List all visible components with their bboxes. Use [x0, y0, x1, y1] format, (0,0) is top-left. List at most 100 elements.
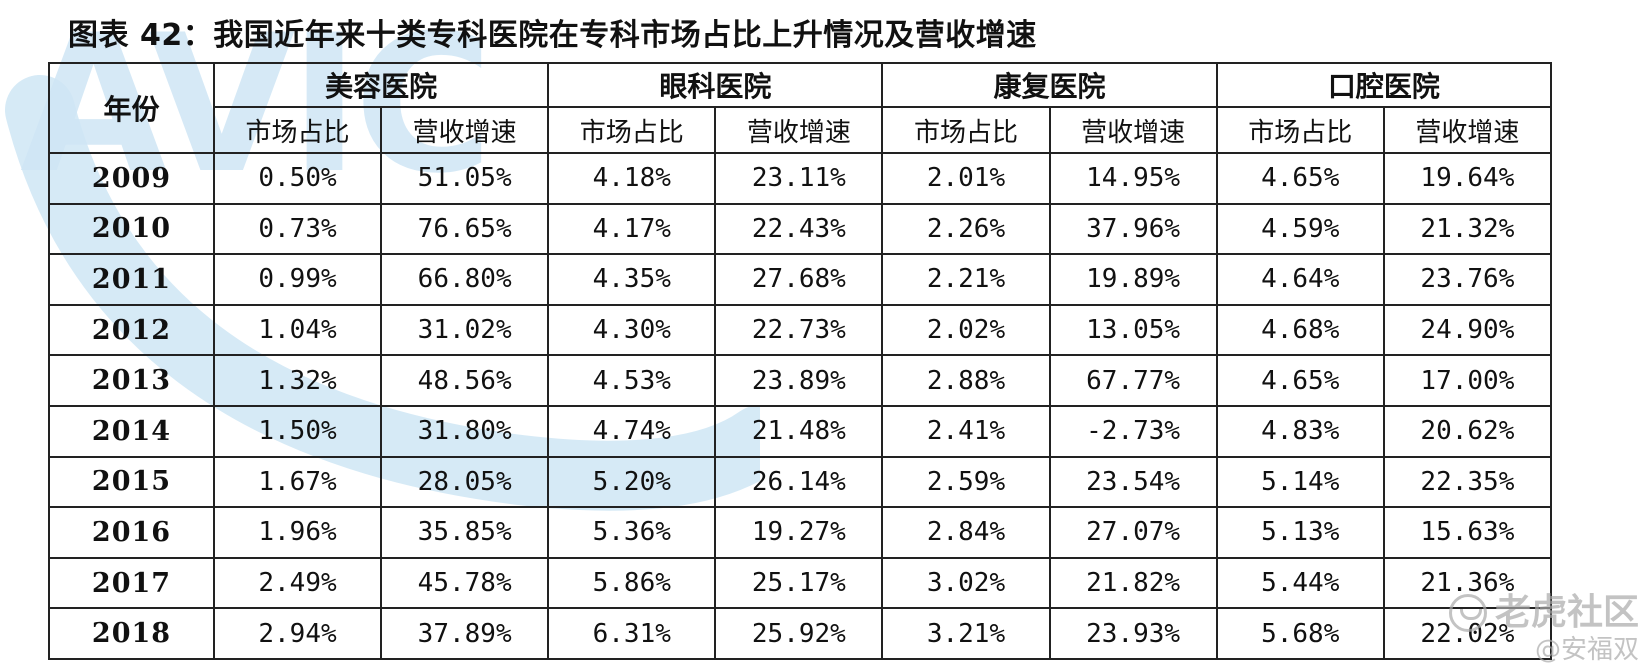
- table-row: 2009 0.50% 51.05% 4.18% 23.11% 2.01% 14.95% 4.6…: [48, 152, 1553, 205]
- market-share-cell: 2.21%: [881, 253, 1051, 306]
- sub-header-row: 市场占比 营收增速 市场占比 营收增速 市场占比 营收增速 市场占比 营收增速: [49, 106, 1553, 154]
- revenue-growth-cell: 67.77%: [1048, 354, 1218, 407]
- revenue-growth-cell: 28.05%: [380, 455, 550, 509]
- revenue-growth-cell: 21.36%: [1382, 556, 1553, 610]
- market-share-cell: 4.17%: [547, 202, 717, 256]
- market-share-cell: 5.13%: [1215, 506, 1385, 559]
- revenue-growth-cell: 19.27%: [714, 506, 884, 559]
- revenue-growth-cell: 76.65%: [380, 202, 550, 256]
- market-share-cell: 5.20%: [547, 455, 717, 509]
- table-body: 2009 0.50% 51.05% 4.18% 23.11% 2.01% 14.95% 4.6…: [48, 152, 1553, 660]
- market-share-cell: 5.36%: [547, 506, 717, 559]
- market-share-cell: 1.50%: [212, 404, 383, 458]
- group-header-rehab: 康复医院: [881, 62, 1218, 108]
- revenue-growth-cell: 21.32%: [1382, 202, 1553, 256]
- market-share-cell: 4.64%: [1215, 253, 1385, 306]
- table-row: 2014 1.50% 31.80% 4.74% 21.48% 2.41% -2.73% 4.8…: [48, 404, 1553, 458]
- market-share-cell: 1.32%: [212, 354, 383, 407]
- sub-header-share: 市场占比: [1215, 106, 1385, 154]
- market-share-cell: 0.99%: [212, 253, 383, 306]
- market-share-cell: 2.26%: [881, 202, 1051, 256]
- year-cell: 2016: [48, 506, 215, 559]
- revenue-growth-cell: 37.89%: [380, 607, 550, 660]
- market-share-cell: 5.68%: [1215, 607, 1385, 660]
- revenue-growth-cell: 15.63%: [1382, 506, 1553, 559]
- revenue-growth-cell: 24.90%: [1382, 303, 1553, 357]
- revenue-growth-cell: 23.89%: [714, 354, 884, 407]
- market-share-cell: 4.68%: [1215, 303, 1385, 357]
- market-share-cell: 2.84%: [881, 506, 1051, 559]
- group-header-cosmetic: 美容医院: [212, 62, 550, 108]
- year-cell: 2018: [48, 607, 215, 660]
- market-share-cell: 3.02%: [881, 556, 1051, 610]
- market-share-cell: 1.96%: [212, 506, 383, 559]
- revenue-growth-cell: 22.43%: [714, 202, 884, 256]
- revenue-growth-cell: 23.93%: [1048, 607, 1218, 660]
- revenue-growth-cell: 14.95%: [1048, 152, 1218, 205]
- sub-header-share: 市场占比: [212, 106, 383, 154]
- market-share-cell: 4.53%: [547, 354, 717, 407]
- market-share-cell: 4.65%: [1215, 354, 1385, 407]
- market-share-cell: 4.30%: [547, 303, 717, 357]
- table-row: 2016 1.96% 35.85% 5.36% 19.27% 2.84% 27.07% 5.1…: [48, 506, 1553, 559]
- market-share-cell: 6.31%: [547, 607, 717, 660]
- revenue-growth-cell: 23.76%: [1382, 253, 1553, 306]
- year-cell: 2011: [48, 253, 215, 306]
- group-header-dental: 口腔医院: [1215, 62, 1553, 108]
- year-cell: 2015: [48, 455, 215, 509]
- revenue-growth-cell: 20.62%: [1382, 404, 1553, 458]
- table-row: 2017 2.49% 45.78% 5.86% 25.17% 3.02% 21.82% 5.4…: [48, 556, 1553, 610]
- sub-header-growth: 营收增速: [1382, 106, 1553, 154]
- market-share-cell: 0.50%: [212, 152, 383, 205]
- revenue-growth-cell: 51.05%: [380, 152, 550, 205]
- year-cell: 2012: [48, 303, 215, 357]
- table-row: 2015 1.67% 28.05% 5.20% 26.14% 2.59% 23.54% 5.1…: [48, 455, 1553, 509]
- market-share-cell: 1.67%: [212, 455, 383, 509]
- revenue-growth-cell: 35.85%: [380, 506, 550, 559]
- revenue-growth-cell: 22.02%: [1382, 607, 1553, 660]
- revenue-growth-cell: 48.56%: [380, 354, 550, 407]
- market-share-cell: 2.41%: [881, 404, 1051, 458]
- sub-header-growth: 营收增速: [380, 106, 550, 154]
- market-share-cell: 4.18%: [547, 152, 717, 205]
- year-cell: 2017: [48, 556, 215, 610]
- market-share-cell: 2.01%: [881, 152, 1051, 205]
- revenue-growth-cell: 22.35%: [1382, 455, 1553, 509]
- table-container: 年份 美容医院 眼科医院 康复医院 口腔医院 市场占比 营收增速 市场占比 营收…: [48, 62, 1553, 660]
- revenue-growth-cell: 27.68%: [714, 253, 884, 306]
- revenue-growth-cell: 13.05%: [1048, 303, 1218, 357]
- revenue-growth-cell: 19.64%: [1382, 152, 1553, 205]
- revenue-growth-cell: 19.89%: [1048, 253, 1218, 306]
- market-share-cell: 4.35%: [547, 253, 717, 306]
- market-share-cell: 3.21%: [881, 607, 1051, 660]
- revenue-growth-cell: 31.02%: [380, 303, 550, 357]
- revenue-growth-cell: 17.00%: [1382, 354, 1553, 407]
- market-share-cell: 2.59%: [881, 455, 1051, 509]
- market-share-cell: 4.74%: [547, 404, 717, 458]
- revenue-growth-cell: 22.73%: [714, 303, 884, 357]
- market-share-cell: 2.94%: [212, 607, 383, 660]
- market-share-cell: 4.59%: [1215, 202, 1385, 256]
- revenue-growth-cell: -2.73%: [1048, 404, 1218, 458]
- revenue-growth-cell: 27.07%: [1048, 506, 1218, 559]
- market-share-cell: 4.83%: [1215, 404, 1385, 458]
- group-header-ophthalmic: 眼科医院: [547, 62, 884, 108]
- year-cell: 2014: [48, 404, 215, 458]
- table-row: 2012 1.04% 31.02% 4.30% 22.73% 2.02% 13.05% 4.6…: [48, 303, 1553, 357]
- revenue-growth-cell: 45.78%: [380, 556, 550, 610]
- revenue-growth-cell: 66.80%: [380, 253, 550, 306]
- table-row: 2013 1.32% 48.56% 4.53% 23.89% 2.88% 67.77% 4.6…: [48, 354, 1553, 407]
- revenue-growth-cell: 25.17%: [714, 556, 884, 610]
- market-share-cell: 2.49%: [212, 556, 383, 610]
- table-row: 2011 0.99% 66.80% 4.35% 27.68% 2.21% 19.89% 4.6…: [48, 253, 1553, 306]
- market-share-cell: 5.14%: [1215, 455, 1385, 509]
- revenue-growth-cell: 37.96%: [1048, 202, 1218, 256]
- sub-header-growth: 营收增速: [1048, 106, 1218, 154]
- market-share-cell: 5.86%: [547, 556, 717, 610]
- market-share-cell: 0.73%: [212, 202, 383, 256]
- table-row: 2018 2.94% 37.89% 6.31% 25.92% 3.21% 23.93% 5.6…: [48, 607, 1553, 660]
- revenue-growth-cell: 21.48%: [714, 404, 884, 458]
- sub-header-share: 市场占比: [547, 106, 717, 154]
- revenue-growth-cell: 23.54%: [1048, 455, 1218, 509]
- year-cell: 2009: [48, 152, 215, 205]
